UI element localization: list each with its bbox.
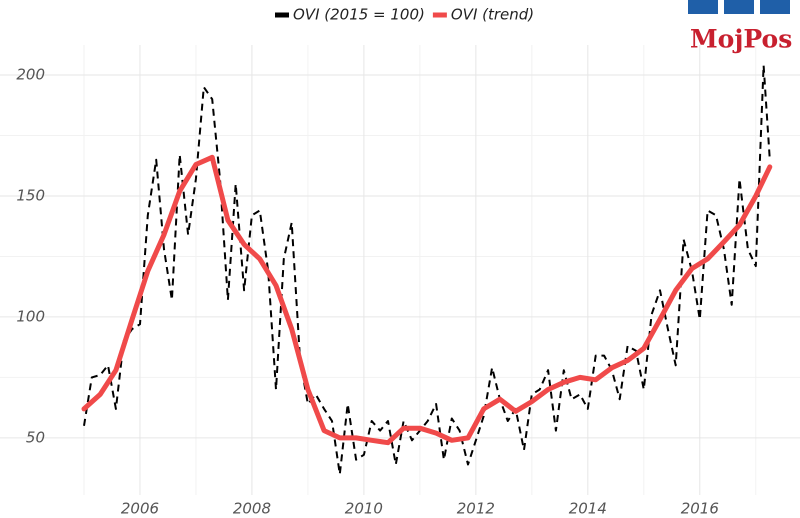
y-tick-label: 200 — [16, 66, 45, 84]
x-tick-label: 2014 — [569, 500, 607, 518]
logo-block — [724, 0, 754, 14]
logo-text: MojPos — [690, 25, 792, 54]
legend: OVI (2015 = 100) OVI (trend) — [275, 6, 534, 24]
logo-block — [688, 0, 718, 14]
x-tick-label: 2008 — [233, 500, 271, 518]
legend-label: OVI (2015 = 100) — [293, 6, 425, 24]
y-tick-label: 50 — [26, 428, 45, 446]
x-tick-label: 2012 — [457, 500, 495, 518]
legend-label: OVI (trend) — [451, 6, 534, 24]
series-line — [81, 154, 773, 446]
x-tick-label: 2010 — [345, 500, 383, 518]
x-tick-label: 2006 — [121, 500, 159, 518]
series-line — [83, 64, 771, 476]
logo-block — [760, 0, 790, 14]
x-tick-label: 2016 — [681, 500, 719, 518]
y-tick-label: 150 — [16, 186, 45, 204]
grid: 50 100 150 200 2006 2008 2010 2012 2014 2016 — [0, 45, 800, 518]
y-tick-label: 100 — [16, 307, 45, 325]
logo: MojPos — [688, 0, 792, 54]
